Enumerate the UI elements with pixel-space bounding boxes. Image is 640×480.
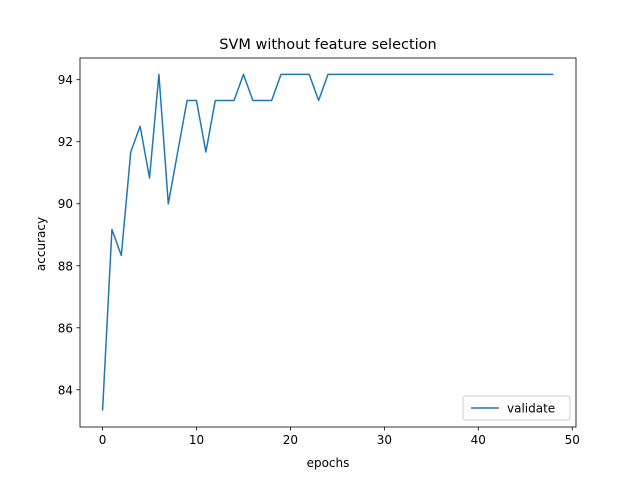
x-axis-ticks: 0 10 20 30 40 50 — [99, 427, 580, 447]
y-tick-label: 86 — [58, 321, 73, 335]
plot-area — [79, 57, 577, 428]
x-tick-label: 50 — [565, 433, 580, 447]
x-tick-label: 40 — [471, 433, 486, 447]
y-axis-ticks: 84 86 88 90 92 94 — [58, 73, 80, 397]
x-tick-label: 0 — [99, 433, 107, 447]
y-axis-label: accuracy — [34, 217, 48, 271]
x-tick-label: 20 — [283, 433, 298, 447]
series-layer — [101, 73, 554, 411]
y-tick-label: 88 — [58, 259, 73, 273]
y-tick-label: 92 — [58, 135, 73, 149]
legend: validate — [462, 395, 571, 421]
x-axis-label: epochs — [307, 456, 350, 470]
y-tick-label: 84 — [58, 383, 73, 397]
series-line-validate — [101, 73, 554, 411]
plot-frame — [79, 57, 577, 428]
x-tick-label: 30 — [377, 433, 392, 447]
x-tick-label: 10 — [189, 433, 204, 447]
chart-title: SVM without feature selection — [219, 37, 437, 53]
y-tick-label: 90 — [58, 197, 73, 211]
legend-box — [462, 395, 571, 421]
legend-label: validate — [507, 402, 555, 416]
y-tick-label: 94 — [58, 73, 73, 87]
